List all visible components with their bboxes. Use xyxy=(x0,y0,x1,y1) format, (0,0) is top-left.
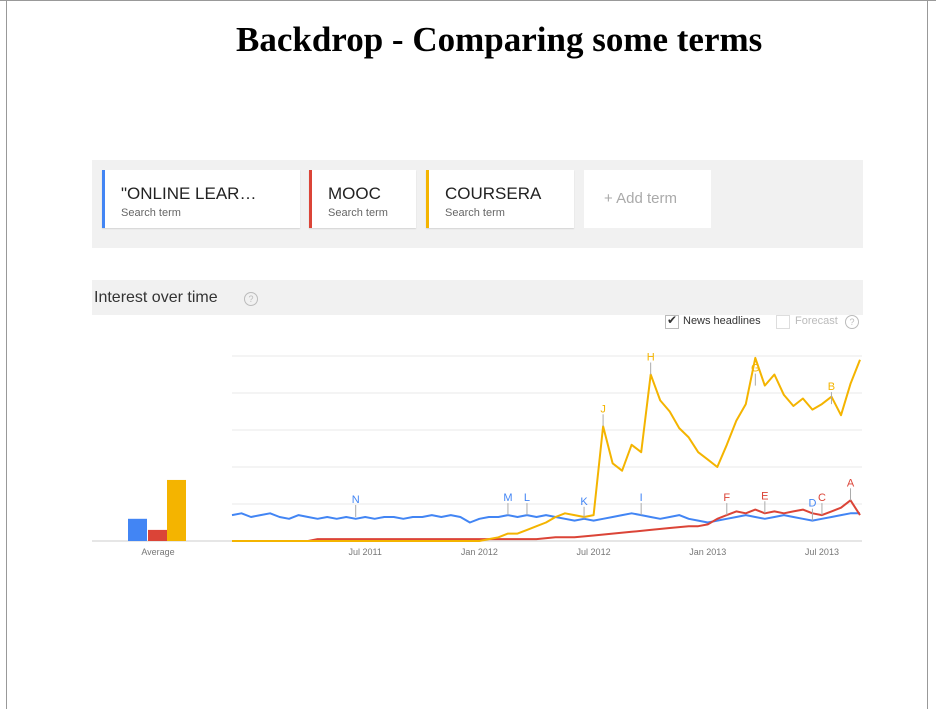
average-bar xyxy=(167,479,186,541)
annotation-label: D xyxy=(808,498,816,510)
forecast-checkbox[interactable] xyxy=(776,315,790,329)
interest-over-time-header: Interest over time ? xyxy=(92,280,863,315)
forecast-label: Forecast xyxy=(795,315,838,327)
x-tick-label: Jul 2013 xyxy=(805,547,839,557)
news-headlines-checkbox[interactable] xyxy=(665,313,679,329)
term-name: COURSERA xyxy=(445,184,542,203)
annotation-label: M xyxy=(503,492,512,504)
x-tick-label: Jul 2011 xyxy=(349,547,382,557)
annotation-label: L xyxy=(524,492,530,504)
search-terms-bar: "ONLINE LEAR… Search term MOOC Search te… xyxy=(92,160,863,248)
term-card-coursera[interactable]: COURSERA Search term xyxy=(426,170,574,228)
annotation-label: I xyxy=(640,492,643,504)
term-sub-label: Search term xyxy=(328,207,388,219)
average-label: Average xyxy=(141,547,174,557)
term-card-online-learning[interactable]: "ONLINE LEAR… Search term xyxy=(102,170,300,228)
term-name: "ONLINE LEAR… xyxy=(121,184,257,203)
x-tick-label: Jul 2012 xyxy=(577,547,611,557)
slide-border-top xyxy=(0,0,936,1)
term-sub-label: Search term xyxy=(445,207,505,219)
annotation-label: N xyxy=(352,494,360,506)
average-bar xyxy=(148,529,167,541)
annotation-label: G xyxy=(751,363,760,375)
annotation-label: B xyxy=(828,381,835,393)
series-line xyxy=(231,512,860,524)
series-line xyxy=(232,356,861,542)
x-tick-label: Jan 2012 xyxy=(461,547,498,557)
forecast-help-icon[interactable]: ? xyxy=(845,315,859,329)
x-tick-label: Jan 2013 xyxy=(689,547,726,557)
term-name: MOOC xyxy=(328,184,381,203)
slide-border-right xyxy=(927,0,928,709)
annotation-label: A xyxy=(847,477,855,489)
term-sub-label: Search term xyxy=(121,207,181,219)
annotation-label: H xyxy=(647,352,655,364)
help-icon[interactable]: ? xyxy=(244,292,258,306)
annotation-label: J xyxy=(600,403,606,415)
slide-border-left xyxy=(6,0,7,709)
annotation-label: E xyxy=(761,490,768,502)
annotation-label: F xyxy=(723,492,730,504)
series-line xyxy=(232,499,861,542)
add-term-button[interactable]: + Add term xyxy=(584,170,711,228)
news-headlines-label: News headlines xyxy=(683,315,761,327)
average-bar xyxy=(128,518,147,541)
annotation-label: C xyxy=(818,492,826,504)
annotation-label: K xyxy=(580,496,588,508)
slide-title: Backdrop - Comparing some terms xyxy=(236,20,763,59)
interest-over-time-title: Interest over time xyxy=(94,289,218,306)
add-term-label: + Add term xyxy=(604,190,677,207)
term-card-mooc[interactable]: MOOC Search term xyxy=(309,170,416,228)
